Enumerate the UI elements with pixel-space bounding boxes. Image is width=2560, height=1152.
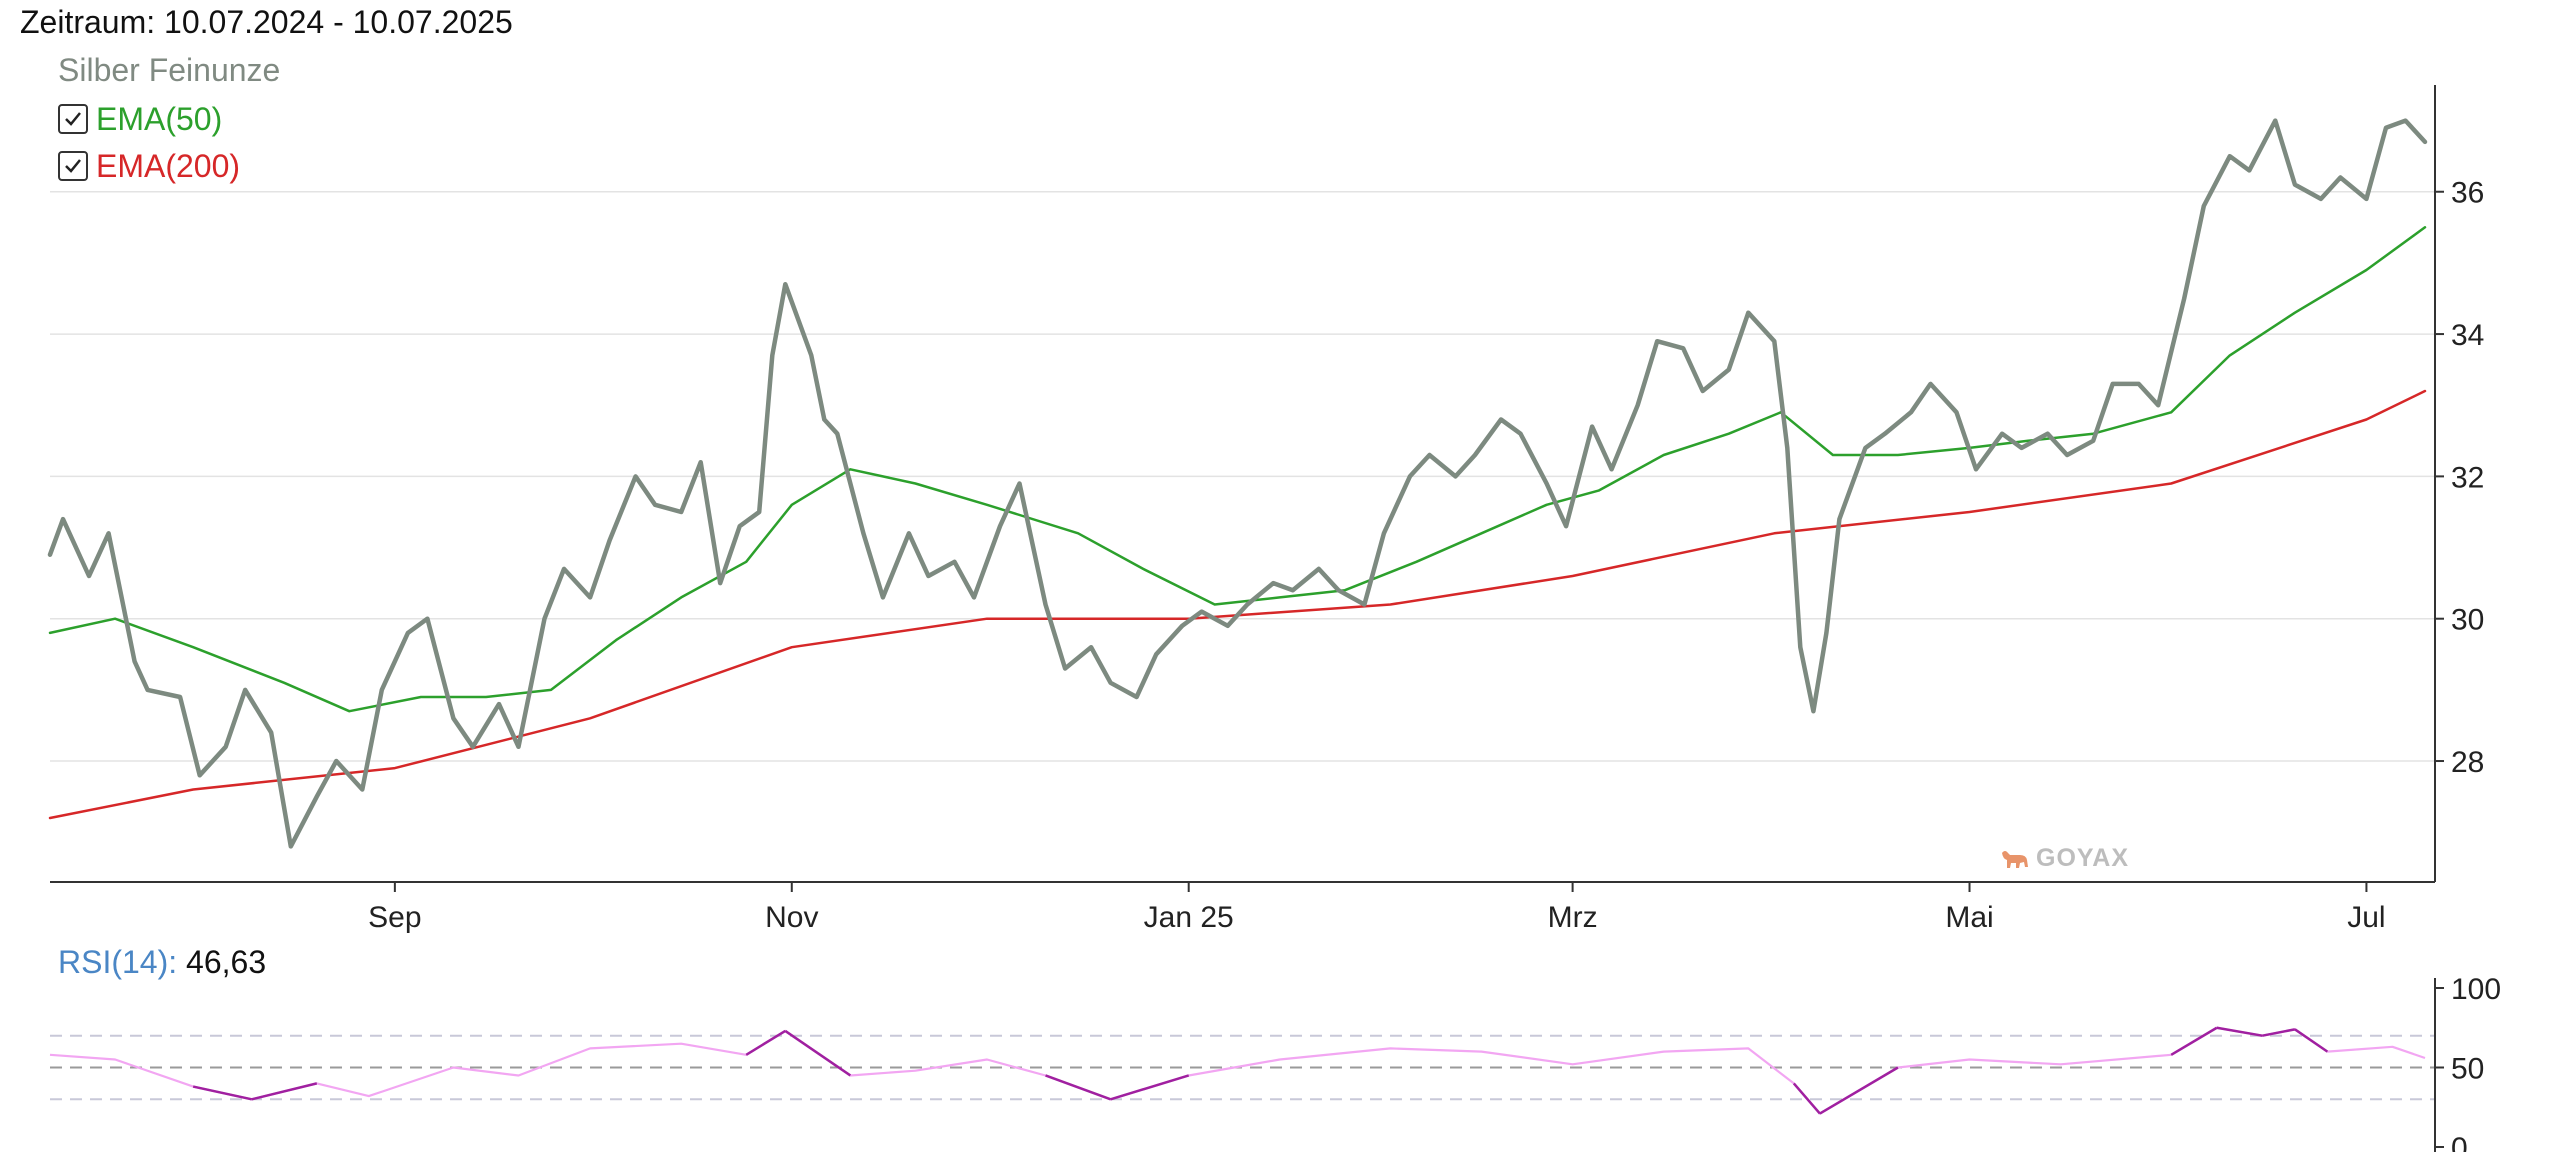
legend-ema50-toggle[interactable]: EMA(50) xyxy=(58,99,222,139)
watermark-text: GOYAX xyxy=(2036,844,2130,872)
rsi-extreme-segment xyxy=(2170,1026,2218,1056)
ema50-series-line xyxy=(48,226,2427,713)
period-label: Zeitraum: 10.07.2024 - 10.07.2025 xyxy=(20,4,513,40)
rsi-y-tick-label: 0 xyxy=(2451,1132,2468,1152)
y-tick-label: 32 xyxy=(2451,461,2484,494)
bull-logo-icon xyxy=(2002,850,2028,868)
rsi-extreme-segment xyxy=(192,1085,252,1101)
legend-ema200-toggle[interactable]: EMA(200) xyxy=(58,146,240,186)
rsi-extreme-segment xyxy=(2262,1028,2296,1037)
x-tick-label: Nov xyxy=(765,901,818,934)
instrument-name: Silber Feinunze xyxy=(58,52,281,88)
rsi-extreme-segment xyxy=(251,1082,318,1101)
checkbox-icon[interactable] xyxy=(58,151,88,181)
rsi-extreme-segment xyxy=(2216,1026,2263,1037)
checkmark-icon xyxy=(65,159,81,173)
checkmark-icon xyxy=(65,112,81,126)
x-tick-label: Jul xyxy=(2347,901,2385,934)
rsi-y-tick-label: 50 xyxy=(2451,1053,2484,1086)
rsi-extreme-segment xyxy=(1045,1074,1112,1101)
y-tick-label: 34 xyxy=(2451,319,2484,352)
x-tick-label: Jan 25 xyxy=(1144,901,1234,934)
legend-ema200-label: EMA(200) xyxy=(96,147,241,184)
checkbox-icon[interactable] xyxy=(58,104,88,134)
rsi-y-tick-label: 100 xyxy=(2451,973,2501,1006)
legend-ema50-label: EMA(50) xyxy=(96,100,223,137)
rsi-extreme-segment xyxy=(745,1029,786,1056)
price-series-line xyxy=(47,118,2428,849)
y-tick-label: 30 xyxy=(2451,604,2484,637)
rsi-extreme-segment xyxy=(2294,1028,2329,1053)
ema200-series-line xyxy=(48,389,2427,820)
rsi-extreme-segment xyxy=(1819,1066,1899,1115)
y-tick-label: 28 xyxy=(2451,746,2484,779)
rsi-extreme-segment xyxy=(784,1029,852,1077)
rsi-extreme-segment xyxy=(1792,1082,1821,1115)
rsi-value: 46,63 xyxy=(186,944,267,980)
rsi-extreme-segment xyxy=(1110,1074,1190,1101)
x-tick-label: Mrz xyxy=(1548,901,1598,934)
y-tick-label: 36 xyxy=(2451,177,2484,210)
x-tick-label: Mai xyxy=(1945,901,1993,934)
rsi-label: RSI(14): 46,63 xyxy=(58,944,266,981)
rsi-name: RSI(14): xyxy=(58,944,178,980)
x-tick-label: Sep xyxy=(368,901,421,934)
rsi-series-line xyxy=(49,1026,2426,1115)
goyax-watermark: GOYAX xyxy=(2000,844,2129,873)
